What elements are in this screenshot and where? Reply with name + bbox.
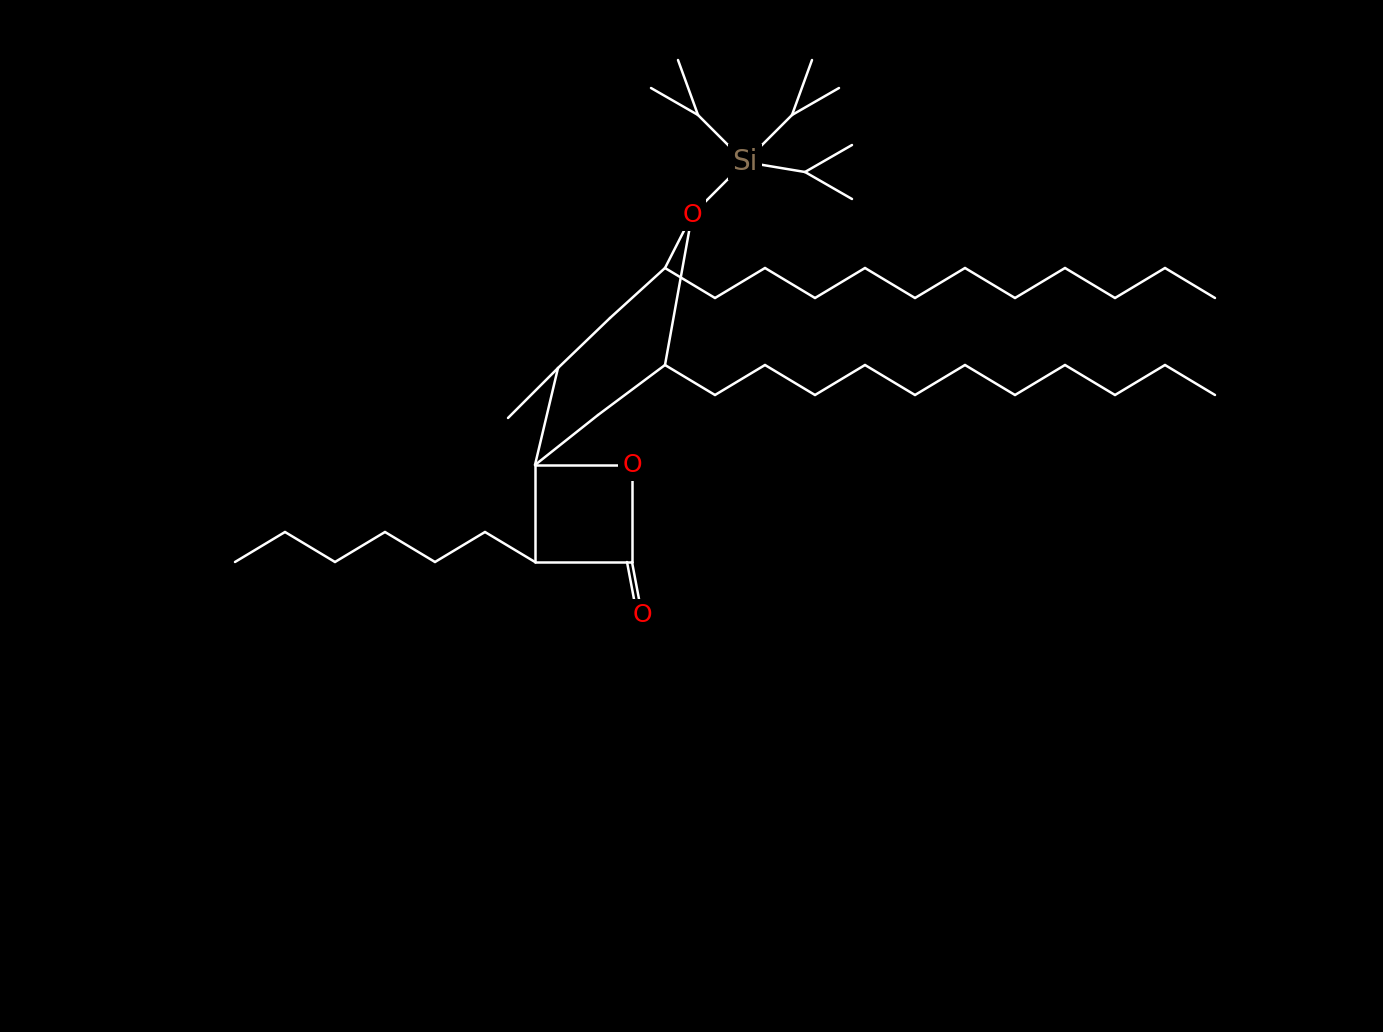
- Text: Si: Si: [733, 148, 758, 176]
- Text: O: O: [682, 203, 701, 227]
- Text: O: O: [632, 603, 651, 627]
- Text: O: O: [622, 453, 642, 477]
